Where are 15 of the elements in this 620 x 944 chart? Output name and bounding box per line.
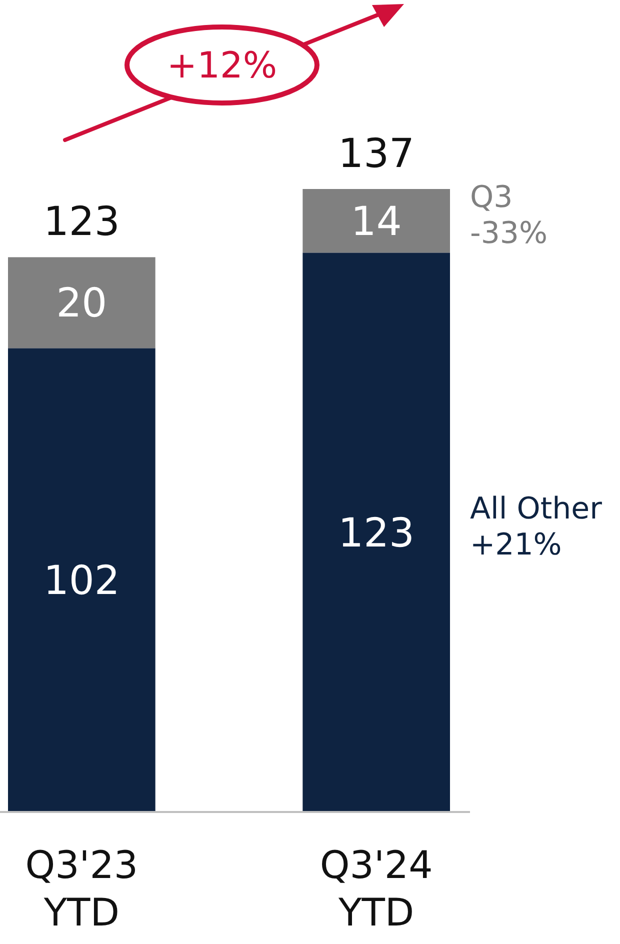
total-label: 137 (338, 131, 415, 177)
total-label: 123 (43, 199, 120, 246)
data-label: 102 (43, 558, 120, 604)
x-tick-label: Q3'23 YTD (25, 843, 138, 934)
x-tick-label: Q3'24 YTD (320, 843, 433, 934)
bar (302, 189, 450, 253)
series-label: Q3 -33% (470, 180, 548, 251)
series-label: All Other +21% (470, 491, 603, 562)
data-label: 123 (338, 510, 415, 556)
bar (302, 252, 450, 812)
bar (8, 257, 156, 348)
text: +12% (166, 46, 278, 87)
data-label: 14 (350, 198, 402, 245)
bar (8, 348, 156, 812)
data-label: 20 (56, 280, 108, 327)
